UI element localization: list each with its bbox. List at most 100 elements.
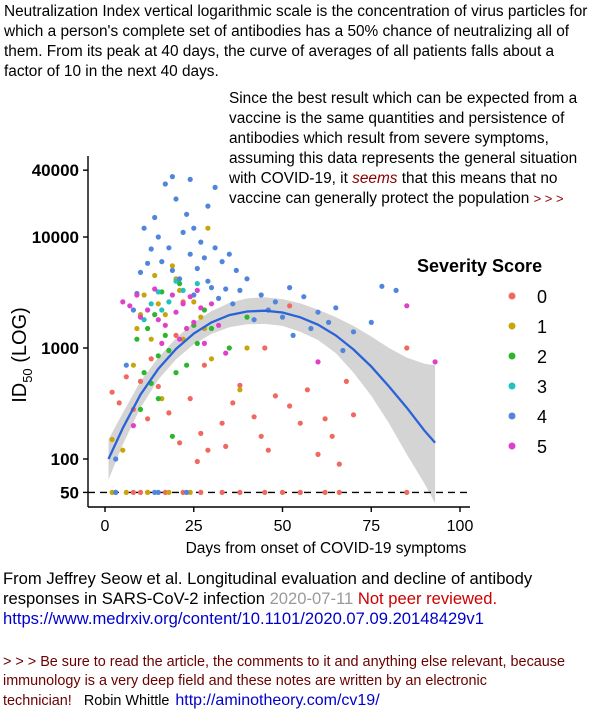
data-point-severity-5 [134, 292, 140, 298]
data-point-severity-0 [279, 489, 286, 495]
data-point-severity-0 [198, 430, 204, 436]
data-point-severity-0 [130, 489, 136, 495]
data-point-severity-1 [237, 387, 243, 393]
data-point-severity-4 [205, 278, 211, 284]
data-point-severity-1 [205, 225, 211, 231]
legend-label-4: 4 [537, 407, 547, 427]
note-text-before: Since the best result which can be expec… [229, 90, 578, 187]
data-point-severity-4 [194, 265, 200, 272]
data-point-severity-0 [265, 447, 271, 453]
data-point-severity-4 [152, 489, 158, 495]
data-point-severity-4 [219, 259, 225, 265]
website-link[interactable]: http://aminotheory.com/cv19/ [175, 692, 380, 709]
data-point-severity-5 [201, 340, 207, 346]
data-point-severity-1 [145, 489, 151, 495]
data-point-severity-4 [173, 196, 179, 202]
data-point-severity-4 [368, 319, 374, 325]
data-point-severity-0 [173, 332, 179, 338]
note-text-after: that this means that no vaccine can gene… [229, 170, 558, 207]
data-point-severity-5 [194, 287, 200, 293]
y-tick-label: 50 [60, 483, 79, 502]
data-point-severity-5 [177, 336, 183, 342]
x-tick-label: 50 [274, 518, 292, 535]
data-point-severity-0 [123, 374, 129, 380]
data-point-severity-1 [134, 325, 140, 332]
data-point-severity-4 [169, 267, 175, 273]
data-point-severity-4 [290, 332, 296, 338]
legend-layer: Severity Score 0 1 2 3 4 5 [417, 256, 547, 457]
data-point-severity-0 [237, 382, 243, 388]
data-point-severity-1 [166, 489, 172, 495]
data-point-severity-2 [226, 345, 232, 351]
data-point-severity-3 [194, 281, 200, 287]
data-point-severity-4 [208, 285, 215, 291]
data-point-severity-1 [109, 436, 115, 443]
data-point-severity-0 [155, 383, 161, 390]
data-point-severity-4 [326, 319, 332, 325]
data-point-severity-4 [187, 251, 193, 257]
data-point-severity-5 [130, 423, 136, 429]
x-tick-label: 100 [447, 518, 474, 535]
data-point-severity-1 [130, 362, 136, 368]
data-point-severity-0 [219, 489, 225, 495]
data-point-severity-1 [187, 489, 193, 495]
data-point-severity-0 [329, 433, 335, 439]
data-point-severity-5 [187, 294, 193, 300]
article-link[interactable]: https://www.medrxiv.org/content/10.1101/… [3, 609, 484, 628]
data-point-severity-4 [180, 229, 186, 235]
data-point-severity-0 [162, 489, 168, 495]
data-point-severity-3 [166, 299, 172, 305]
data-point-severity-2 [145, 325, 151, 332]
data-point-severity-2 [152, 312, 158, 318]
data-point-severity-3 [180, 287, 186, 293]
data-point-severity-0 [322, 416, 328, 422]
x-tick-label: 25 [185, 518, 203, 535]
data-point-severity-4 [169, 174, 175, 180]
data-point-severity-4 [301, 294, 307, 300]
legend-label-0: 0 [537, 287, 547, 307]
data-point-severity-4 [237, 287, 243, 293]
data-point-severity-4 [184, 211, 190, 217]
citation-date: 2020-07-11 [269, 589, 354, 608]
data-point-severity-2 [137, 406, 144, 412]
data-point-severity-5 [159, 340, 165, 346]
data-point-severity-5 [432, 359, 438, 365]
data-point-severity-5 [184, 325, 190, 332]
data-point-severity-0 [287, 403, 293, 409]
data-point-severity-0 [166, 410, 172, 416]
data-point-severity-4 [287, 285, 293, 291]
data-point-severity-0 [322, 489, 328, 495]
data-point-severity-2 [141, 370, 147, 376]
data-point-severity-5 [216, 322, 222, 328]
data-point-severity-4 [223, 286, 229, 292]
data-point-severity-1 [162, 312, 168, 318]
data-point-severity-0 [404, 489, 410, 495]
data-point-severity-0 [251, 414, 257, 420]
data-point-severity-4 [184, 489, 190, 495]
data-point-severity-0 [350, 412, 357, 418]
y-tick-label: 40000 [32, 161, 79, 180]
data-point-severity-0 [297, 489, 303, 495]
data-point-severity-2 [169, 433, 175, 439]
data-point-severity-4 [272, 299, 278, 305]
data-point-severity-4 [230, 301, 236, 307]
data-point-severity-4 [166, 245, 172, 251]
data-point-severity-4 [350, 329, 357, 335]
data-point-severity-1 [109, 489, 115, 495]
y-tick-label: 1000 [41, 339, 79, 358]
data-point-severity-4 [340, 347, 346, 354]
data-point-severity-0 [297, 420, 303, 426]
data-point-severity-4 [113, 456, 119, 462]
vaccine-note: Since the best result which can be expec… [229, 89, 597, 209]
data-point-severity-5 [152, 286, 158, 292]
data-point-severity-0 [194, 458, 200, 465]
data-point-severity-4 [177, 276, 183, 282]
data-point-severity-0 [198, 489, 204, 495]
data-point-severity-4 [191, 225, 197, 231]
data-points-layer [109, 174, 438, 495]
data-point-severity-0 [230, 400, 236, 406]
footer-note: > > > Be sure to read the article, the c… [3, 653, 597, 711]
data-point-severity-4 [145, 260, 151, 266]
y-tick-label: 100 [51, 450, 79, 469]
legend-marker-4 [508, 412, 516, 420]
